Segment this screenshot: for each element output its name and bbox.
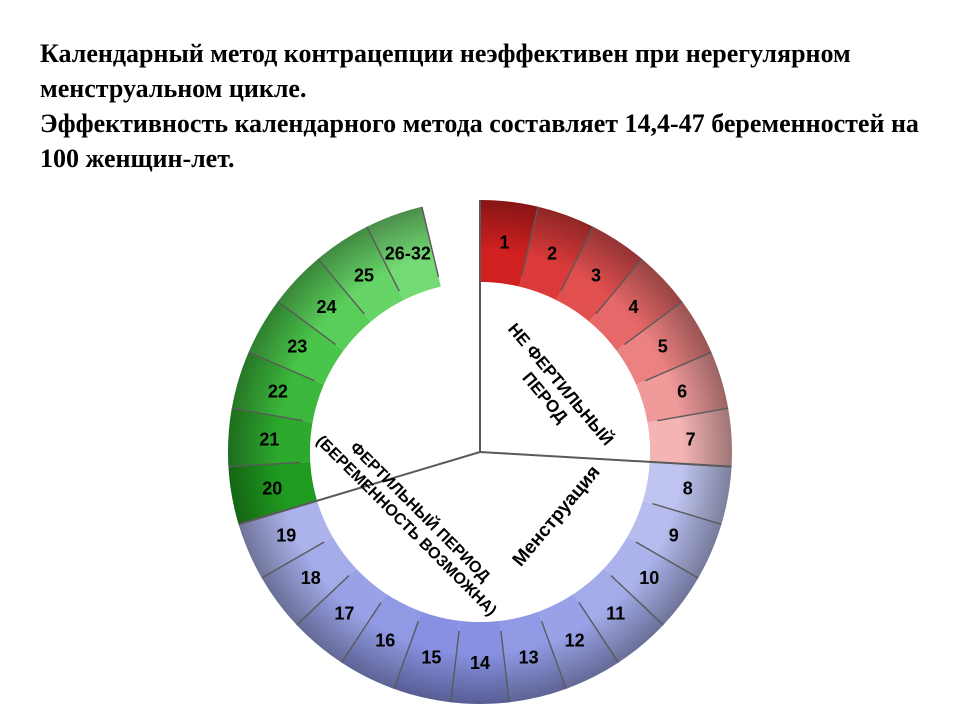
day-label-22: 22 xyxy=(268,381,288,401)
day-label-17: 17 xyxy=(334,604,354,624)
day-label-4: 4 xyxy=(628,297,638,317)
cycle-chart: 1234567891011121314151617181920212223242… xyxy=(220,192,740,712)
day-label-20: 20 xyxy=(262,479,282,499)
cycle-ring-svg: 1234567891011121314151617181920212223242… xyxy=(220,192,740,712)
day-label-13: 13 xyxy=(519,647,539,667)
day-label-24: 24 xyxy=(317,297,337,317)
day-label-26-32: 26-32 xyxy=(385,244,431,264)
day-label-25: 25 xyxy=(354,266,374,286)
day-label-21: 21 xyxy=(259,430,279,450)
day-label-15: 15 xyxy=(421,647,441,667)
day-label-2: 2 xyxy=(547,244,557,264)
day-label-19: 19 xyxy=(276,526,296,546)
day-label-12: 12 xyxy=(565,631,585,651)
day-label-6: 6 xyxy=(677,381,687,401)
day-label-8: 8 xyxy=(683,479,693,499)
day-label-5: 5 xyxy=(658,337,668,357)
day-label-11: 11 xyxy=(606,604,625,624)
day-label-18: 18 xyxy=(301,568,321,588)
day-label-9: 9 xyxy=(669,526,679,546)
day-label-1: 1 xyxy=(499,232,509,252)
page-title: Календарный метод контрацепции неэффекти… xyxy=(40,36,920,176)
day-label-16: 16 xyxy=(375,631,395,651)
day-label-10: 10 xyxy=(639,568,659,588)
day-label-3: 3 xyxy=(591,266,601,286)
day-label-7: 7 xyxy=(686,430,696,450)
day-label-23: 23 xyxy=(287,337,307,357)
day-label-14: 14 xyxy=(470,653,490,673)
